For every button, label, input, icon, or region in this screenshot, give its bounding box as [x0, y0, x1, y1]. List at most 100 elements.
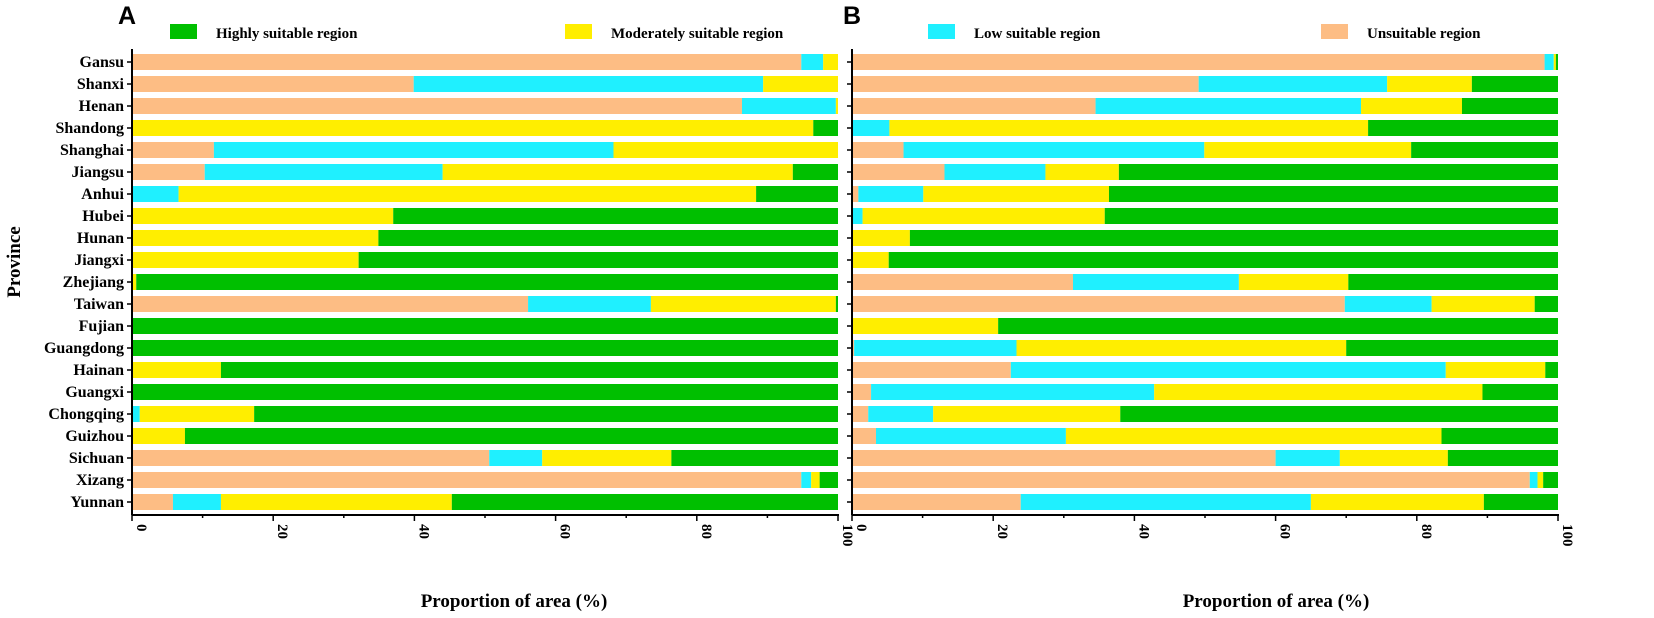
- bar-b-yunnan-s0: [852, 494, 1021, 510]
- bar-b-fujian-s3: [998, 318, 1558, 334]
- bar-b-xizang-s0: [852, 472, 1530, 488]
- bar-b-jiangsu-s3: [1118, 164, 1558, 180]
- x-axis-title-b: Proportion of area (%): [1183, 591, 1370, 612]
- bar-a-hubei-s3: [393, 208, 838, 224]
- bar-a-hunan-s2: [132, 230, 379, 246]
- bar-a-shanxi-s0: [132, 76, 414, 92]
- category-label-jiangsu: Jiangsu: [72, 164, 125, 181]
- bar-b-yunnan-s2: [1310, 494, 1484, 510]
- legend-swatch-moderately: [565, 24, 592, 39]
- bar-a-jiangsu-s3: [792, 164, 838, 180]
- bar-b-anhui-s0: [852, 186, 859, 202]
- bar-b-guangxi-s2: [1154, 384, 1483, 400]
- bar-b-shanghai-s0: [852, 142, 904, 158]
- category-label-shandong: Shandong: [56, 120, 125, 137]
- bar-b-guangxi-s0: [852, 384, 872, 400]
- bar-b-guangxi-s1: [871, 384, 1155, 400]
- x-tick-label-a-0: 0: [133, 524, 149, 532]
- bar-b-taiwan-s2: [1431, 296, 1535, 312]
- bar-b-xizang-s3: [1543, 472, 1558, 488]
- bar-a-henan-s0: [132, 98, 742, 114]
- bar-b-henan-s0: [852, 98, 1096, 114]
- bar-a-taiwan-s1: [528, 296, 651, 312]
- bar-b-jiangxi-s3: [888, 252, 1558, 268]
- bar-a-yunnan-s2: [220, 494, 452, 510]
- category-label-shanghai: Shanghai: [60, 142, 125, 159]
- bar-b-gansu-s2: [1553, 54, 1556, 70]
- bar-b-chongqing-s3: [1120, 406, 1558, 422]
- category-label-hunan: Hunan: [77, 230, 124, 247]
- bar-b-zhejiang-s0: [852, 274, 1073, 290]
- bar-a-zhejiang-s3: [136, 274, 839, 290]
- category-label-fujian: Fujian: [79, 318, 124, 335]
- bar-a-xizang-s3: [819, 472, 838, 488]
- bar-b-xizang-s2: [1537, 472, 1544, 488]
- bar-b-gansu-s3: [1555, 54, 1558, 70]
- bar-a-hainan-s3: [220, 362, 838, 378]
- bar-b-xizang-s1: [1529, 472, 1538, 488]
- bar-a-anhui-s1: [132, 186, 179, 202]
- bar-b-anhui-s1: [858, 186, 924, 202]
- category-label-guizhou: Guizhou: [65, 428, 124, 445]
- bar-b-shanghai-s2: [1204, 142, 1412, 158]
- legend-swatch-highly: [170, 24, 197, 39]
- category-label-taiwan: Taiwan: [74, 296, 124, 313]
- bar-a-chongqing-s1: [132, 406, 140, 422]
- bar-b-yunnan-s1: [1020, 494, 1311, 510]
- bar-a-hainan-s2: [132, 362, 221, 378]
- bar-b-guizhou-s1: [876, 428, 1066, 444]
- bar-a-anhui-s3: [756, 186, 838, 202]
- bar-b-hubei-s2: [862, 208, 1105, 224]
- category-label-xizang: Xizang: [76, 472, 124, 489]
- bar-b-sichuan-s1: [1275, 450, 1340, 466]
- bar-a-shanghai-s0: [132, 142, 214, 158]
- bar-b-chongqing-s2: [933, 406, 1121, 422]
- bar-b-guizhou-s2: [1065, 428, 1442, 444]
- x-tick-label-b-20: 20: [994, 524, 1010, 539]
- legend-label-low: Low suitable region: [974, 26, 1101, 42]
- bar-b-shanghai-s1: [903, 142, 1205, 158]
- category-label-guangxi: Guangxi: [65, 384, 124, 401]
- axes: Gansu Shanxi Henan Shandong Shanghai Jiangsu A…: [44, 49, 1575, 547]
- bar-a-shanghai-s2: [613, 142, 838, 158]
- bar-a-jiangsu-s0: [132, 164, 205, 180]
- bar-b-sichuan-s2: [1339, 450, 1448, 466]
- bar-b-jiangsu-s0: [852, 164, 945, 180]
- bar-b-taiwan-s1: [1344, 296, 1432, 312]
- bar-a-sichuan-s3: [671, 450, 838, 466]
- bar-b-guangdong-s3: [1346, 340, 1558, 356]
- panel-b-label: B: [843, 2, 861, 30]
- bar-a-taiwan-s0: [132, 296, 529, 312]
- bar-a-jiangsu-s1: [204, 164, 443, 180]
- bar-b-shanxi-s1: [1198, 76, 1388, 92]
- bar-a-sichuan-s2: [542, 450, 672, 466]
- bar-a-guizhou-s2: [132, 428, 185, 444]
- bar-a-zhejiang-s2: [132, 274, 137, 290]
- bar-a-hunan-s3: [378, 230, 838, 246]
- category-label-hainan: Hainan: [73, 362, 124, 379]
- bar-b-anhui-s3: [1108, 186, 1558, 202]
- category-label-sichuan: Sichuan: [69, 450, 124, 467]
- x-tick-label-b-100: 100: [1559, 524, 1575, 547]
- x-tick-label-a-60: 60: [557, 524, 573, 539]
- panel-b-bars: [852, 54, 1558, 510]
- bar-a-gansu-s2: [823, 54, 838, 70]
- bar-a-henan-s1: [741, 98, 836, 114]
- bar-a-xizang-s0: [132, 472, 802, 488]
- panel-a-bars: [132, 54, 839, 510]
- bar-a-xizang-s2: [811, 472, 820, 488]
- bar-a-taiwan-s3: [835, 296, 838, 312]
- bar-a-taiwan-s2: [650, 296, 836, 312]
- bar-a-yunnan-s0: [132, 494, 173, 510]
- bar-b-shandong-s3: [1368, 120, 1558, 136]
- bar-b-hainan-s0: [852, 362, 1011, 378]
- bar-b-zhejiang-s2: [1238, 274, 1349, 290]
- bar-b-chongqing-s1: [868, 406, 934, 422]
- bar-a-sichuan-s0: [132, 450, 490, 466]
- category-label-shanxi: Shanxi: [77, 76, 125, 93]
- bar-a-gansu-s1: [801, 54, 824, 70]
- bar-b-guangdong-s1: [854, 340, 1017, 356]
- bar-b-guangxi-s3: [1482, 384, 1558, 400]
